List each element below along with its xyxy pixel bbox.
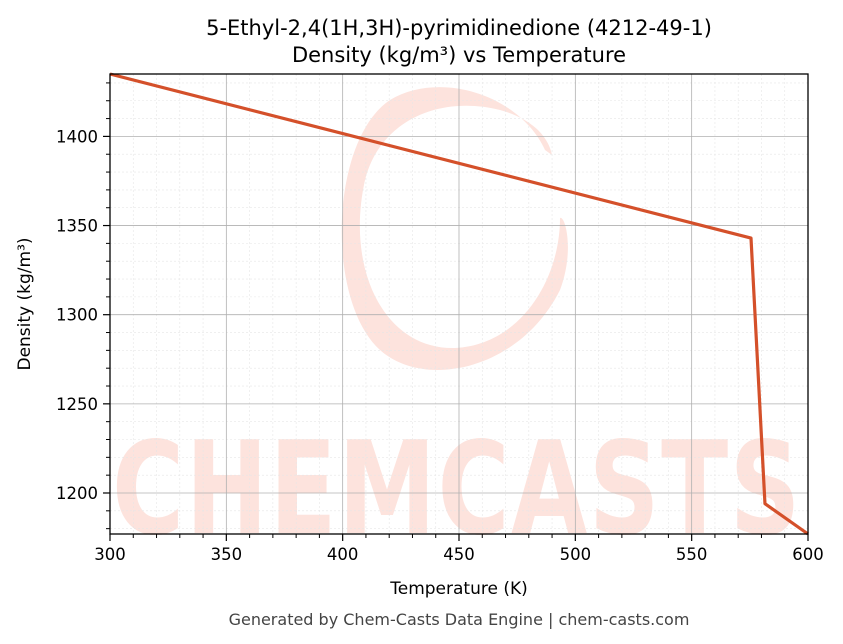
y-tick-label: 1350: [56, 217, 98, 236]
x-tick-label: 500: [560, 545, 592, 564]
watermark-swirl-logo: [341, 87, 568, 370]
x-tick-label: 450: [443, 545, 475, 564]
x-tick-label: 400: [327, 545, 359, 564]
y-tick-label: 1200: [56, 484, 98, 503]
x-axis-label: Temperature (K): [389, 579, 528, 599]
y-tick-label: 1400: [56, 127, 98, 146]
x-tick-label: 550: [676, 545, 708, 564]
series-layer: [109, 72, 809, 536]
axis-ticks: 300 350 400 450 500 550 600 1200 1250 1300 1350 140…: [56, 82, 824, 564]
density-series-line: [109, 72, 809, 536]
watermark-text: CHEMCASTS: [112, 415, 802, 564]
y-axis-label: Density (kg/m³): [15, 237, 35, 370]
chemcasts-watermark: CHEMCASTS: [112, 87, 802, 564]
x-tick-label: 600: [792, 545, 824, 564]
chart-title: 5-Ethyl-2,4(1H,3H)-pyrimidinedione (4212…: [206, 16, 712, 40]
x-tick-label: 300: [94, 545, 126, 564]
y-tick-label: 1300: [56, 306, 98, 325]
y-tick-label: 1250: [56, 395, 98, 414]
chart-subtitle: Density (kg/m³) vs Temperature: [292, 43, 626, 67]
footer-credit: Generated by Chem-Casts Data Engine | ch…: [229, 610, 690, 629]
x-tick-label: 350: [211, 545, 243, 564]
